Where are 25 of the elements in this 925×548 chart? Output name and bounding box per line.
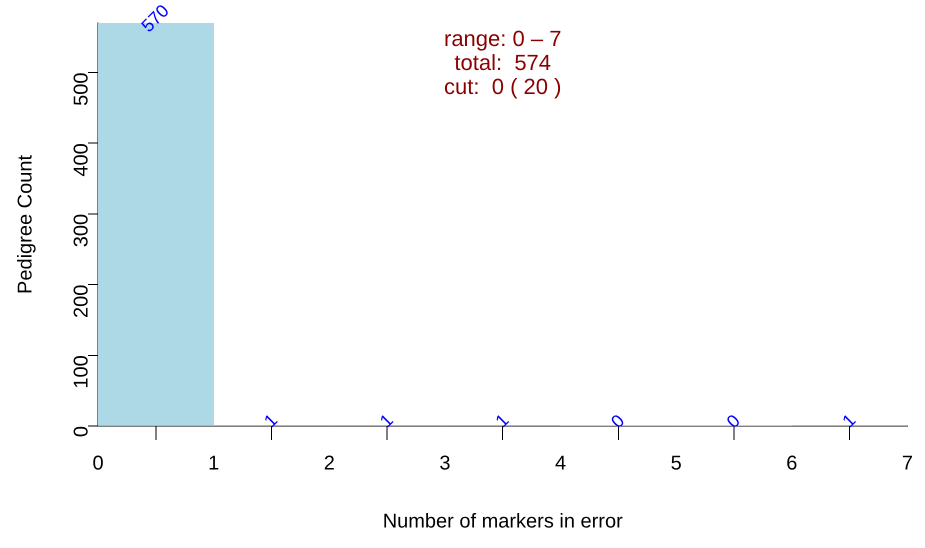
- x-tick-label: 6: [786, 452, 798, 475]
- data-label: 0: [722, 410, 744, 432]
- x-tick-label: 7: [902, 452, 913, 475]
- annotation: cut: 0 ( 20 ): [444, 74, 562, 100]
- data-label: 1: [491, 410, 513, 432]
- data-label: 1: [260, 410, 282, 432]
- x-axis-title: Number of markers in error: [382, 510, 624, 533]
- annotation: total: 574: [454, 50, 552, 76]
- x-tick-label: 5: [670, 452, 682, 475]
- y-tick-label: 300: [70, 214, 93, 248]
- data-label: 570: [137, 0, 173, 36]
- x-tick-label: 4: [554, 452, 566, 475]
- x-tick-label: 1: [208, 452, 220, 475]
- data-label: 1: [838, 410, 860, 432]
- data-label: 1: [376, 410, 397, 432]
- x-tick-label: 2: [324, 452, 335, 475]
- y-axis-title: Pedigree Count: [14, 154, 37, 294]
- x-tick-label: 3: [439, 452, 450, 475]
- y-tick-label: 100: [70, 355, 93, 389]
- y-tick-label: 200: [70, 284, 93, 318]
- annotation: range: 0 – 7: [444, 26, 562, 52]
- y-tick-label: 400: [70, 143, 93, 177]
- data-label: 0: [607, 410, 628, 432]
- y-tick-label: 500: [70, 72, 93, 106]
- y-tick-label: 0: [70, 426, 93, 438]
